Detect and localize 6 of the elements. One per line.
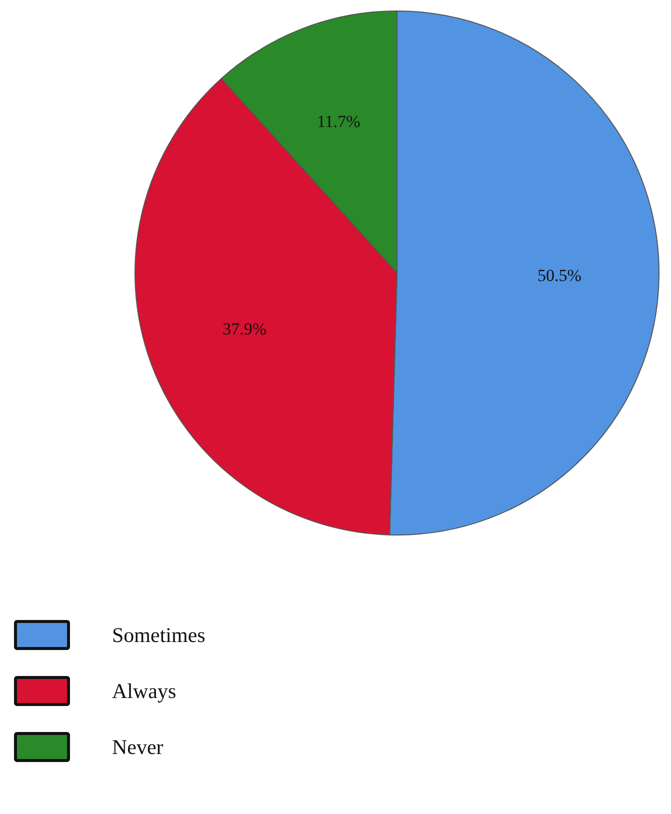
data-label: 37.9% xyxy=(222,320,267,339)
legend-label: Sometimes xyxy=(112,622,206,648)
data-label: 11.7% xyxy=(317,112,360,131)
legend-label: Always xyxy=(112,678,176,704)
data-label: 50.5% xyxy=(537,266,582,285)
legend-label: Never xyxy=(112,734,164,760)
